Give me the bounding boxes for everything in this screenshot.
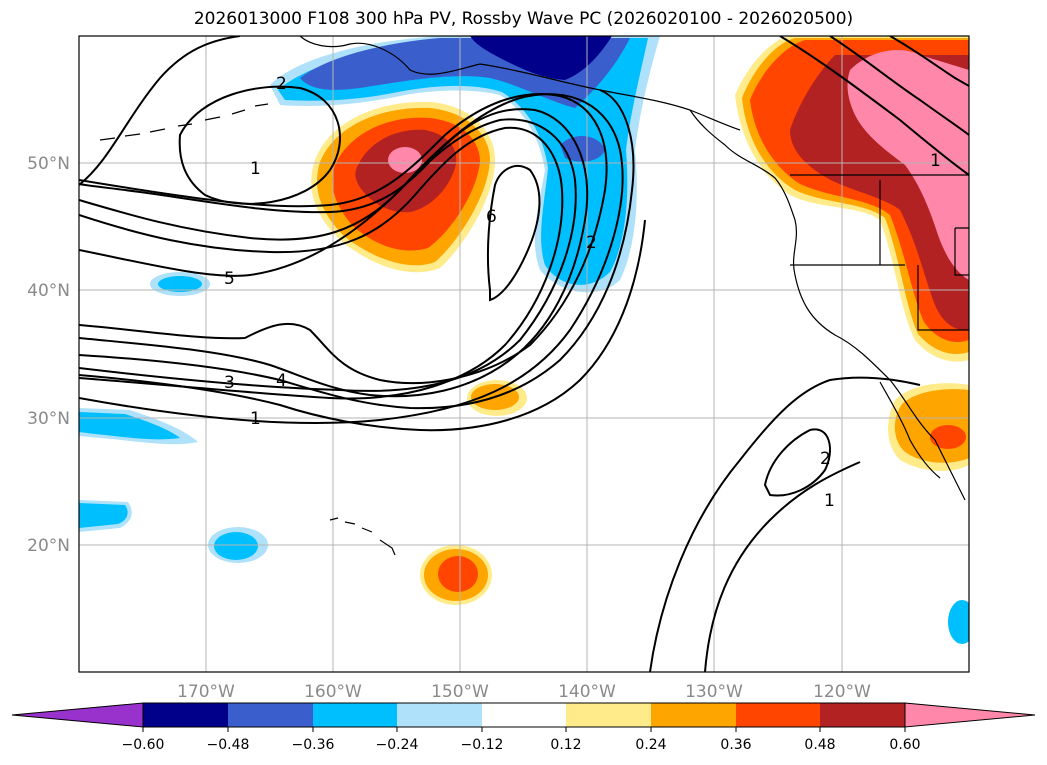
contour-label-2-north: 2 (276, 74, 287, 94)
colorbar-extend-min (11, 702, 144, 728)
contour-4 (79, 108, 589, 398)
colorbar-tick-1: −0.60 (122, 737, 165, 753)
hawaii (329, 517, 396, 556)
colorbar: −0.60 −0.48 −0.36 −0.24 −0.12 0.12 0.24 … (11, 702, 1036, 753)
colorbar-segment-5 (482, 703, 566, 727)
contour-6 (486, 165, 541, 302)
colorbar-tick-10: 0.60 (889, 737, 920, 753)
blue-patch-5 (948, 600, 969, 644)
colorbar-tick-5: −0.12 (461, 737, 504, 753)
blue-patch-3-core (79, 503, 128, 528)
colorbar-tick-2: −0.48 (207, 737, 250, 753)
contour-label-5: 5 (224, 269, 235, 289)
colorbar-tick-6: 0.12 (550, 737, 581, 753)
lon-label-150w: 150°W (431, 682, 489, 702)
contour-label-3: 3 (224, 373, 235, 393)
longitude-labels: 170°W 160°W 150°W 140°W 130°W 120°W (177, 682, 871, 702)
lon-label-120w: 120°W (813, 682, 871, 702)
contour-label-1-ne: 1 (930, 151, 941, 171)
lon-label-140w: 140°W (558, 682, 616, 702)
contour-3 (79, 126, 564, 400)
contour-label-1-south: 1 (250, 409, 261, 429)
coastlines (99, 36, 969, 556)
baja-peninsula (879, 381, 941, 479)
map-title: 2026013000 F108 300 hPa PV, Rossby Wave … (193, 9, 854, 29)
contour-east-1 (649, 376, 921, 672)
state-lines (790, 180, 969, 331)
blue-patch-2-core (79, 412, 180, 440)
warm-patch-2-core (438, 556, 478, 592)
contour-label-4: 4 (276, 371, 287, 391)
latitude-labels: 50°N 40°N 30°N 20°N (27, 154, 70, 556)
negative-anomaly-core (470, 36, 612, 80)
contour-inner-1 (79, 89, 635, 410)
shaded-anomalies (79, 36, 969, 644)
colorbar-tick-7: 0.24 (635, 737, 666, 753)
contour-ne-2 (829, 36, 969, 136)
colorbar-segment-1 (143, 703, 228, 727)
contour-label-1-loop: 1 (250, 159, 261, 179)
pv-contours (79, 36, 969, 672)
lon-label-130w: 130°W (685, 682, 743, 702)
contour-label-2-east: 2 (820, 449, 831, 469)
contour-label-1-east: 1 (824, 491, 835, 511)
baja-warm-red (930, 425, 966, 449)
gridlines (79, 36, 969, 672)
contour-5 (79, 93, 624, 425)
colorbar-segment-6 (566, 703, 651, 727)
colorbar-tick-8: 0.36 (720, 737, 751, 753)
contour-label-2-trough: 2 (586, 233, 597, 253)
colorbar-segment-9 (820, 703, 905, 727)
contour-5b (79, 93, 608, 385)
contour-labels: 2 1 5 6 2 3 4 1 1 2 1 (224, 74, 941, 511)
contour-1-north (79, 36, 241, 186)
blue-patch-4-core (214, 532, 258, 560)
negative-anomaly-spot (560, 135, 605, 162)
blue-patch-1-core (158, 276, 202, 292)
colorbar-segment-7 (651, 703, 736, 727)
contour-label-6: 6 (486, 207, 497, 227)
lat-label-50n: 50°N (27, 154, 70, 174)
map-border (78, 35, 970, 673)
positive-anomaly-pink (388, 147, 422, 173)
colorbar-segment-4 (397, 703, 482, 727)
colorbar-extend-max (904, 702, 1036, 728)
colorbar-segment-8 (736, 703, 820, 727)
colorbar-tick-9: 0.48 (804, 737, 835, 753)
contour-east-2 (704, 461, 861, 672)
colorbar-tick-3: −0.36 (292, 737, 335, 753)
contour-ne-1 (779, 36, 969, 176)
bc-coast (689, 109, 966, 501)
na-warm-pink (847, 50, 969, 280)
lon-label-160w: 160°W (304, 682, 362, 702)
contour-1-loop (178, 85, 341, 205)
lat-label-20n: 20°N (27, 536, 70, 556)
contour-ne-3 (889, 36, 969, 87)
alaska-coast (299, 36, 741, 131)
lat-label-30n: 30°N (27, 409, 70, 429)
colorbar-tick-4: −0.24 (376, 737, 419, 753)
colorbar-segment-3 (313, 703, 397, 727)
contour-inner-2 (79, 219, 646, 432)
lon-label-170w: 170°W (177, 682, 235, 702)
contour-east-loop (763, 428, 831, 497)
lat-label-40n: 40°N (27, 281, 70, 301)
colorbar-segment-2 (228, 703, 313, 727)
